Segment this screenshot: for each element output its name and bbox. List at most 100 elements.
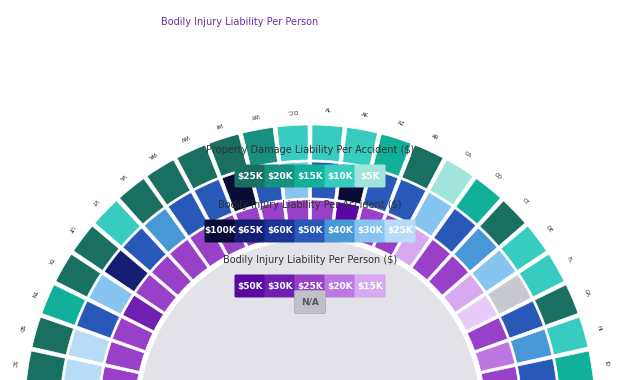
- Text: Bodily Injury Liability Per Person: Bodily Injury Liability Per Person: [161, 17, 319, 27]
- Wedge shape: [243, 127, 278, 167]
- Wedge shape: [430, 160, 473, 205]
- Wedge shape: [77, 301, 120, 338]
- FancyBboxPatch shape: [294, 290, 326, 314]
- Wedge shape: [169, 239, 208, 280]
- Wedge shape: [467, 318, 508, 351]
- Text: $10K: $10K: [327, 171, 353, 180]
- Wedge shape: [312, 125, 343, 162]
- Text: GA: GA: [582, 288, 590, 298]
- Wedge shape: [68, 329, 110, 363]
- FancyBboxPatch shape: [384, 220, 416, 242]
- Wedge shape: [444, 274, 484, 312]
- Text: VA: VA: [118, 172, 126, 180]
- Text: $60K: $60K: [267, 226, 293, 236]
- Wedge shape: [554, 351, 593, 380]
- Text: AL: AL: [325, 108, 332, 113]
- FancyBboxPatch shape: [324, 274, 355, 298]
- FancyBboxPatch shape: [265, 274, 295, 298]
- FancyBboxPatch shape: [355, 165, 386, 187]
- Text: Property Damage Liability Per Accident ($): Property Damage Liability Per Accident (…: [206, 145, 414, 155]
- FancyBboxPatch shape: [355, 220, 386, 242]
- FancyBboxPatch shape: [355, 274, 386, 298]
- Wedge shape: [168, 192, 209, 236]
- FancyBboxPatch shape: [265, 220, 295, 242]
- Wedge shape: [32, 317, 74, 355]
- Wedge shape: [285, 200, 309, 236]
- Wedge shape: [457, 295, 497, 331]
- Text: HI: HI: [595, 325, 602, 331]
- Text: $25K: $25K: [297, 282, 323, 290]
- Wedge shape: [147, 160, 190, 205]
- Wedge shape: [517, 359, 557, 380]
- Wedge shape: [373, 134, 411, 176]
- Text: ID: ID: [604, 361, 609, 367]
- Text: WA: WA: [147, 150, 158, 160]
- Text: TX: TX: [46, 256, 54, 264]
- Wedge shape: [394, 226, 430, 266]
- Wedge shape: [363, 170, 398, 212]
- Wedge shape: [343, 127, 377, 167]
- Wedge shape: [429, 256, 469, 295]
- Wedge shape: [500, 301, 543, 338]
- Wedge shape: [311, 200, 335, 236]
- Wedge shape: [472, 250, 516, 292]
- Ellipse shape: [140, 240, 480, 380]
- Wedge shape: [177, 145, 218, 189]
- Wedge shape: [260, 202, 287, 240]
- Wedge shape: [519, 254, 564, 297]
- Text: $30K: $30K: [267, 282, 293, 290]
- Wedge shape: [333, 202, 360, 240]
- Wedge shape: [501, 226, 546, 271]
- Text: $25K: $25K: [387, 226, 413, 236]
- Wedge shape: [74, 226, 119, 271]
- Wedge shape: [194, 179, 232, 223]
- FancyBboxPatch shape: [234, 220, 265, 242]
- Wedge shape: [510, 329, 552, 363]
- Text: $20K: $20K: [327, 282, 353, 290]
- Text: Bodily Injury Liability Per Person ($): Bodily Injury Liability Per Person ($): [223, 255, 397, 265]
- Text: $50K: $50K: [297, 226, 323, 236]
- Text: $50K: $50K: [237, 282, 263, 290]
- Text: D.C.: D.C.: [285, 108, 297, 113]
- Wedge shape: [546, 317, 588, 355]
- Text: SD: SD: [18, 323, 25, 332]
- Text: $65K: $65K: [237, 226, 263, 236]
- Wedge shape: [236, 207, 266, 246]
- Text: $20K: $20K: [267, 171, 293, 180]
- Wedge shape: [135, 274, 176, 312]
- Text: $100K: $100K: [204, 226, 236, 236]
- Wedge shape: [411, 192, 452, 236]
- FancyBboxPatch shape: [265, 165, 295, 187]
- FancyBboxPatch shape: [294, 220, 326, 242]
- Wedge shape: [476, 342, 515, 371]
- Wedge shape: [212, 215, 246, 255]
- Text: AK: AK: [361, 112, 369, 118]
- Text: VT: VT: [90, 197, 99, 206]
- Text: UT: UT: [66, 225, 75, 234]
- FancyBboxPatch shape: [324, 165, 355, 187]
- Wedge shape: [251, 164, 282, 204]
- Wedge shape: [454, 228, 497, 271]
- FancyBboxPatch shape: [205, 220, 236, 242]
- Wedge shape: [105, 342, 144, 371]
- Wedge shape: [190, 226, 226, 266]
- FancyBboxPatch shape: [234, 165, 265, 187]
- Text: SC: SC: [11, 360, 16, 368]
- Wedge shape: [209, 134, 248, 176]
- Text: DE: DE: [545, 225, 554, 234]
- FancyBboxPatch shape: [324, 220, 355, 242]
- Text: WV: WV: [180, 133, 190, 142]
- Wedge shape: [151, 256, 191, 295]
- Wedge shape: [144, 209, 186, 252]
- Wedge shape: [535, 285, 578, 325]
- Wedge shape: [63, 359, 103, 380]
- Text: $30K: $30K: [357, 226, 383, 236]
- Text: $5K: $5K: [360, 171, 380, 180]
- Text: N/A: N/A: [301, 298, 319, 307]
- Wedge shape: [42, 285, 86, 325]
- Text: AR: AR: [431, 134, 440, 141]
- Text: CA: CA: [464, 151, 472, 159]
- FancyBboxPatch shape: [234, 274, 265, 298]
- Wedge shape: [433, 209, 476, 252]
- Text: WY: WY: [250, 112, 260, 118]
